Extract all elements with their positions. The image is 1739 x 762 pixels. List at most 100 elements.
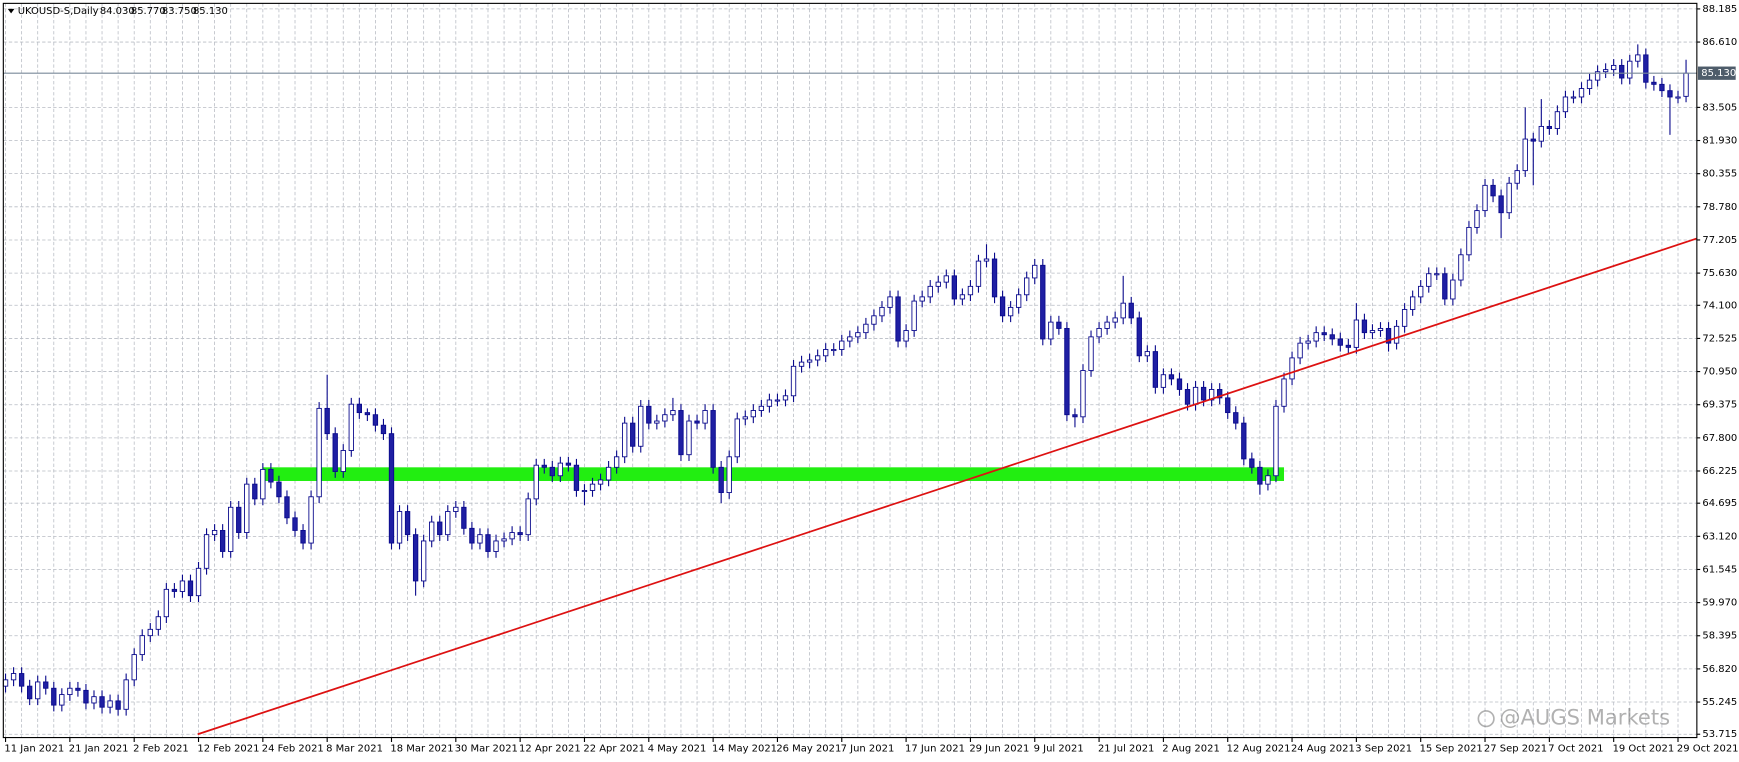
candle-body: [461, 506, 467, 529]
candle-body: [437, 521, 443, 536]
marks: 85.130: [2, 44, 1736, 736]
candle-body: [332, 433, 338, 472]
candle-body: [1024, 277, 1030, 296]
candle-body: [195, 567, 202, 597]
candle-body: [1369, 330, 1376, 334]
x-tick-label: 9 Jul 2021: [1034, 744, 1084, 755]
candle-body: [35, 681, 41, 700]
candle-body: [734, 418, 740, 458]
candle-body: [1217, 389, 1223, 399]
candle-body: [219, 529, 226, 552]
candle-body: [348, 403, 354, 451]
candle-body: [1393, 325, 1400, 344]
candle-body: [260, 468, 266, 500]
ohlc-low: 83.750: [162, 6, 197, 17]
candle-body: [99, 696, 105, 708]
watermark-icon: [1477, 710, 1495, 728]
x-tick-label: 24 Feb 2021: [262, 744, 324, 755]
candle-body: [493, 540, 499, 552]
candle-body: [445, 511, 451, 536]
candle-body: [179, 580, 186, 592]
candle-body: [782, 395, 789, 401]
candle-body: [1032, 264, 1038, 279]
y-tick-label: 69.375: [1702, 400, 1737, 411]
candle-body: [1538, 125, 1544, 142]
y-tick-label: 59.970: [1702, 598, 1737, 609]
candle-body: [1200, 386, 1207, 401]
candle-body: [726, 456, 732, 494]
candle-body: [742, 416, 748, 420]
candle-body: [163, 588, 170, 618]
candle-body: [1611, 64, 1617, 71]
candle-body: [1450, 279, 1456, 300]
candle-body: [1506, 182, 1512, 214]
candle-body: [1192, 386, 1199, 405]
candle-body: [1136, 317, 1142, 357]
candle-body: [589, 483, 596, 491]
candle-body: [115, 700, 121, 710]
candle-body: [171, 588, 178, 592]
candle-body: [1586, 79, 1593, 89]
candle-body: [316, 407, 322, 498]
candle-body: [123, 679, 129, 710]
x-tick-label: 11 Jan 2021: [4, 744, 64, 755]
y-tick-label: 77.205: [1702, 235, 1737, 246]
candle-body: [1289, 357, 1295, 380]
candle-body: [533, 464, 539, 500]
candle-body: [638, 405, 644, 447]
y-tick-label: 74.100: [1702, 300, 1737, 311]
y-tick-label: 58.395: [1702, 631, 1737, 642]
candle-body: [1225, 397, 1231, 414]
x-tick-label: 22 Apr 2021: [583, 744, 645, 755]
x-tick-label: 29 Jun 2021: [969, 744, 1029, 755]
candle-body: [372, 414, 379, 426]
y-tick-label: 80.355: [1702, 169, 1737, 180]
candle-body: [991, 258, 998, 298]
candle-body: [573, 464, 580, 491]
candle-body: [549, 466, 555, 477]
candle-body: [766, 399, 773, 407]
candle-body: [1578, 88, 1585, 98]
y-tick-label: 61.545: [1702, 564, 1737, 575]
support-zone: [262, 467, 1285, 481]
y-tick-label: 81.930: [1702, 136, 1737, 147]
candle-body: [1056, 321, 1062, 329]
candle-body: [517, 532, 523, 536]
candle-body: [1176, 378, 1183, 390]
candle-body: [43, 681, 49, 689]
candle-body: [1080, 370, 1086, 418]
candle-body: [871, 315, 877, 325]
candle-body: [983, 258, 990, 262]
candle-body: [284, 496, 290, 519]
x-tick-label: 7 Jun 2021: [841, 744, 895, 755]
plot-frame: [2, 2, 1698, 739]
candle-body: [244, 483, 250, 533]
y-tick-label: 88.185: [1702, 4, 1737, 15]
candle-body: [975, 260, 982, 287]
candle-body: [340, 450, 346, 472]
candle-body: [236, 506, 242, 533]
candle-body: [1530, 138, 1536, 142]
candle-body: [654, 420, 660, 424]
candle-body: [806, 359, 813, 363]
ohlc-open: 84.030: [100, 6, 135, 17]
x-tick-label: 12 Feb 2021: [197, 744, 259, 755]
trendline: [197, 237, 1697, 736]
ohlc-close: 85.130: [193, 6, 228, 17]
candle-body: [1418, 285, 1424, 298]
candle-body: [211, 529, 218, 536]
x-tick-label: 21 Jul 2021: [1098, 744, 1154, 755]
candle-body: [51, 687, 57, 706]
candle-body: [1522, 138, 1528, 172]
candle-body: [847, 336, 853, 342]
y-tick-label: 83.505: [1702, 102, 1737, 113]
candle-body: [429, 521, 435, 542]
candle-body: [1498, 195, 1504, 214]
candle-body: [1554, 111, 1561, 129]
candle-body: [1120, 302, 1126, 319]
candle-body: [1321, 332, 1327, 336]
candle-body: [59, 694, 65, 706]
y-tick-label: 86.610: [1702, 37, 1737, 48]
candle-body: [1048, 321, 1054, 340]
